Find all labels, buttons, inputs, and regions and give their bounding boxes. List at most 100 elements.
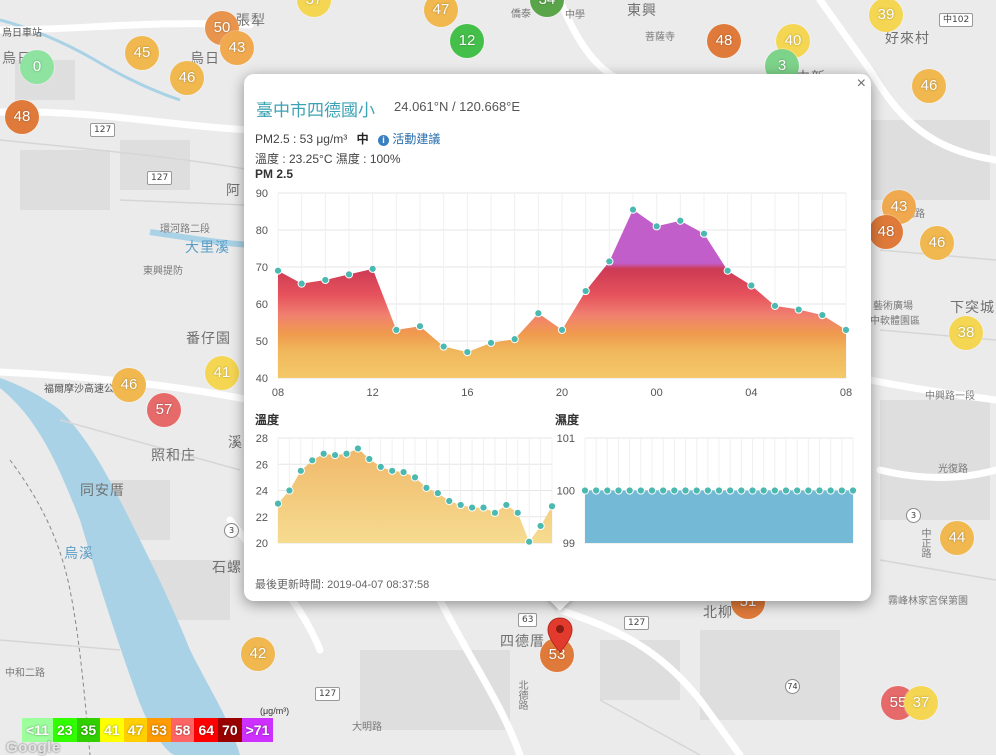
data-point[interactable] (737, 486, 746, 495)
data-point[interactable] (748, 486, 757, 495)
data-point[interactable] (818, 311, 827, 320)
data-point[interactable] (580, 486, 590, 495)
close-button[interactable]: × (856, 75, 866, 92)
data-point[interactable] (456, 500, 465, 510)
aqi-station-marker[interactable]: 53 (540, 638, 574, 672)
data-point[interactable] (273, 266, 283, 275)
data-point[interactable] (723, 266, 732, 275)
data-point[interactable] (837, 486, 846, 495)
data-point[interactable] (433, 489, 442, 498)
aqi-station-marker[interactable]: 45 (125, 36, 159, 70)
data-point[interactable] (841, 325, 851, 334)
data-point[interactable] (759, 486, 768, 495)
aqi-station-marker[interactable]: 57 (147, 393, 181, 427)
aqi-station-marker[interactable]: 47 (424, 0, 458, 27)
activity-advice-link[interactable]: 活動建議 (392, 132, 441, 146)
aqi-station-marker[interactable]: 46 (920, 226, 954, 260)
data-point[interactable] (636, 486, 645, 495)
aqi-station-marker[interactable]: 48 (869, 215, 903, 249)
aqi-station-marker[interactable]: 37 (297, 0, 331, 17)
aqi-station-marker[interactable]: 0 (20, 50, 54, 84)
aqi-station-marker[interactable]: 12 (450, 24, 484, 58)
data-point[interactable] (353, 444, 363, 453)
data-point[interactable] (534, 309, 543, 318)
data-point[interactable] (659, 486, 668, 495)
aqi-station-marker[interactable]: 39 (869, 0, 903, 32)
data-point[interactable] (625, 486, 634, 495)
aqi-station-marker[interactable]: 46 (912, 69, 946, 103)
data-point[interactable] (603, 486, 612, 495)
data-point[interactable] (399, 468, 408, 477)
data-point[interactable] (676, 216, 685, 225)
data-point[interactable] (670, 486, 679, 495)
data-point[interactable] (486, 338, 496, 347)
data-point[interactable] (285, 486, 294, 495)
aqi-station-marker[interactable]: 41 (205, 356, 239, 390)
data-point[interactable] (614, 486, 623, 495)
data-point[interactable] (793, 486, 802, 495)
data-point[interactable] (747, 281, 756, 290)
data-point[interactable] (692, 486, 701, 495)
data-point[interactable] (581, 286, 590, 296)
data-point[interactable] (781, 486, 791, 495)
data-point[interactable] (547, 502, 557, 511)
data-point[interactable] (647, 486, 657, 495)
data-point[interactable] (392, 325, 401, 334)
data-point[interactable] (770, 486, 779, 495)
data-point[interactable] (422, 483, 431, 492)
location-pin-icon[interactable] (547, 617, 573, 653)
data-point[interactable] (273, 499, 283, 508)
data-point[interactable] (510, 335, 519, 344)
data-point[interactable] (368, 264, 377, 273)
data-point[interactable] (319, 449, 328, 458)
data-point[interactable] (439, 342, 448, 351)
data-point[interactable] (308, 456, 317, 465)
data-point[interactable] (502, 500, 511, 510)
aqi-station-marker[interactable]: 48 (5, 100, 39, 134)
data-point[interactable] (490, 508, 500, 517)
data-point[interactable] (467, 503, 477, 512)
data-point[interactable] (557, 325, 567, 334)
aqi-station-marker[interactable]: 43 (882, 190, 916, 224)
aqi-station-marker[interactable]: 43 (220, 31, 254, 65)
data-point[interactable] (525, 537, 534, 546)
data-point[interactable] (297, 279, 306, 288)
aqi-station-marker[interactable]: 42 (241, 637, 275, 671)
data-point[interactable] (848, 486, 858, 495)
data-point[interactable] (681, 486, 690, 495)
data-point[interactable] (388, 466, 397, 475)
data-point[interactable] (410, 473, 420, 482)
data-point[interactable] (652, 222, 661, 231)
data-point[interactable] (463, 348, 472, 357)
data-point[interactable] (794, 305, 803, 314)
data-point[interactable] (479, 503, 488, 512)
data-point[interactable] (415, 322, 425, 331)
data-point[interactable] (703, 486, 712, 495)
aqi-station-marker[interactable]: 46 (170, 61, 204, 95)
data-point[interactable] (605, 257, 614, 266)
aqi-station-marker[interactable]: 46 (112, 368, 146, 402)
aqi-station-marker[interactable]: 38 (949, 316, 983, 350)
data-point[interactable] (445, 496, 454, 506)
data-point[interactable] (699, 229, 709, 238)
data-point[interactable] (296, 466, 305, 475)
data-point[interactable] (330, 450, 340, 460)
data-point[interactable] (804, 486, 813, 495)
data-point[interactable] (592, 486, 601, 495)
data-point[interactable] (536, 521, 545, 531)
data-point[interactable] (342, 449, 351, 458)
data-point[interactable] (513, 508, 522, 517)
aqi-station-marker[interactable]: 34 (530, 0, 564, 17)
data-point[interactable] (365, 454, 374, 464)
data-point[interactable] (344, 270, 354, 279)
aqi-station-marker[interactable]: 48 (707, 24, 741, 58)
info-icon[interactable]: i (377, 135, 389, 146)
data-point[interactable] (321, 275, 330, 285)
data-point[interactable] (815, 486, 824, 495)
data-point[interactable] (628, 205, 638, 214)
data-point[interactable] (826, 486, 835, 495)
aqi-station-marker[interactable]: 37 (904, 686, 938, 720)
data-point[interactable] (726, 486, 735, 495)
data-point[interactable] (714, 486, 724, 495)
aqi-station-marker[interactable]: 44 (940, 521, 974, 555)
